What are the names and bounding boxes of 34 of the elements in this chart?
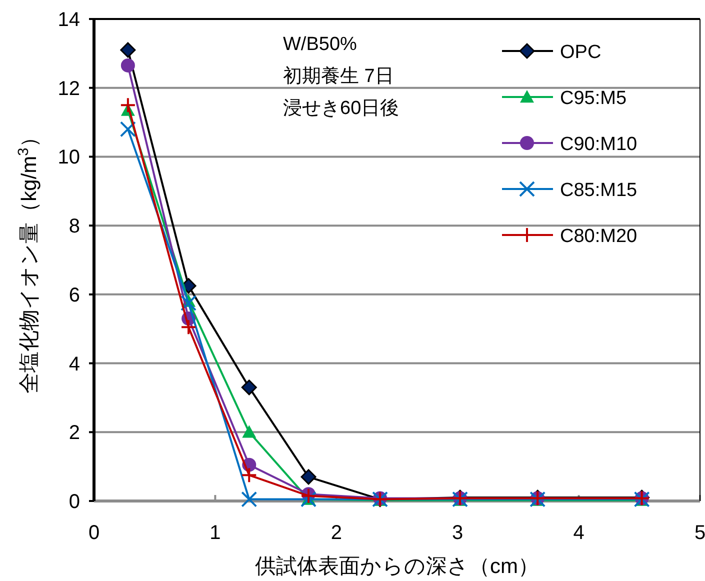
point bbox=[180, 319, 197, 336]
legend-label: C85:M15 bbox=[560, 180, 638, 201]
y-tick-label: 4 bbox=[68, 353, 80, 376]
x-tick-label: 4 bbox=[573, 522, 584, 544]
point bbox=[120, 97, 136, 114]
y-tick-label: 8 bbox=[68, 216, 80, 238]
x-tick-label: 2 bbox=[330, 522, 342, 544]
y-tick-label: 2 bbox=[68, 422, 80, 444]
point bbox=[120, 42, 136, 58]
legend-label: C95:M5 bbox=[560, 88, 627, 109]
point bbox=[241, 380, 257, 396]
x-tick-label: 1 bbox=[210, 522, 221, 544]
y-tick-label: 12 bbox=[58, 78, 80, 100]
annotation: 浸せき60日後 bbox=[283, 98, 400, 119]
point bbox=[242, 425, 256, 438]
y-tick-label: 0 bbox=[68, 491, 80, 513]
point bbox=[241, 491, 258, 508]
legend-label: C80:M20 bbox=[560, 226, 638, 247]
legend-label: C90:M10 bbox=[560, 134, 638, 155]
y-tick-label: 14 bbox=[58, 9, 80, 31]
x-tick-label: 0 bbox=[88, 522, 100, 544]
point bbox=[180, 295, 197, 312]
legend-label: OPC bbox=[560, 42, 602, 63]
y-tick-label: 10 bbox=[58, 146, 80, 169]
point bbox=[120, 58, 135, 72]
x-tick-label: 3 bbox=[452, 522, 464, 544]
point bbox=[120, 121, 136, 138]
x-axis-title: 供試体表面からの深さ（cm） bbox=[255, 555, 539, 578]
point bbox=[300, 469, 316, 485]
annotation: 初期養生 7日 bbox=[283, 65, 394, 87]
x-tick-label: 5 bbox=[694, 522, 705, 544]
point bbox=[241, 467, 258, 484]
y-tick-label: 6 bbox=[68, 284, 80, 306]
annotation: W/B50% bbox=[283, 34, 358, 55]
